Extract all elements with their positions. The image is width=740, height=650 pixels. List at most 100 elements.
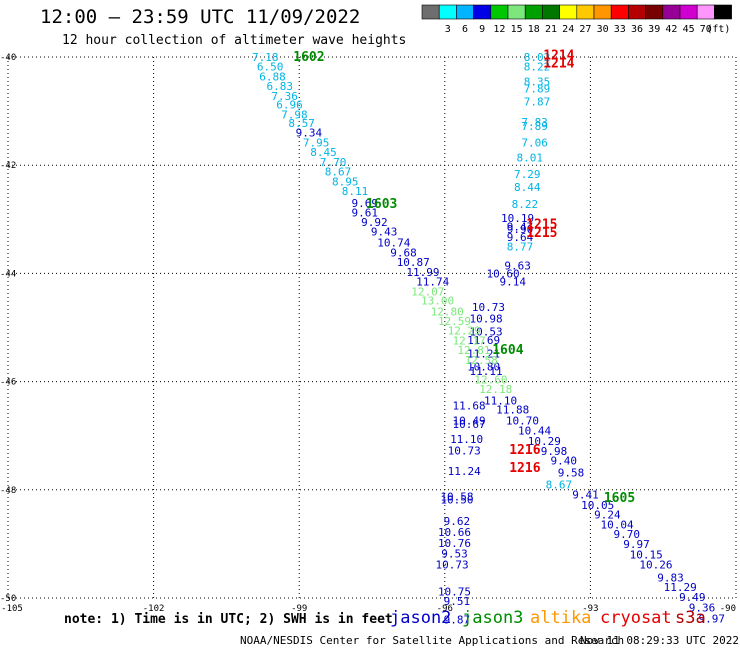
pass-id-label: 1216 <box>509 461 540 476</box>
wave-height-label: 9.97 <box>698 613 725 626</box>
satellite-s3a-label: s3a <box>675 608 706 628</box>
legend-tick-label: 12 <box>493 24 505 35</box>
satellite-altika-label: altika <box>530 608 592 628</box>
wave-height-label: 11.21 <box>467 347 500 360</box>
wave-height-label: 9.47 <box>507 220 534 233</box>
wave-height-label: 8.22 <box>524 61 551 74</box>
wave-height-label: 10.15 <box>630 549 663 562</box>
wave-height-label: 7.18 <box>252 51 279 64</box>
wave-height-label: 9.51 <box>444 595 471 608</box>
wave-height-label: 9.34 <box>296 127 323 140</box>
wave-height-label: 9.53 <box>441 548 468 561</box>
wave-height-label: 8.67 <box>546 478 573 491</box>
wave-height-label: 8.95 <box>332 175 359 188</box>
wave-height-label: 10.87 <box>397 256 430 269</box>
satellite-jason3-label: jason3 <box>462 608 524 628</box>
footer-note: note: 1) Time is in UTC; 2) SWH is in fe… <box>64 612 393 627</box>
wave-height-label: 9.40 <box>550 455 577 468</box>
wave-height-label: 9.24 <box>594 509 621 522</box>
legend-tick-label: 70 <box>700 24 712 35</box>
wave-height-label: 11.10 <box>450 433 483 446</box>
lon-tick-label: -99 <box>291 604 307 614</box>
wave-height-label: 7.83 <box>521 116 548 129</box>
wave-height-label: 9.69 <box>351 197 378 210</box>
wave-height-label: 7.87 <box>524 95 551 108</box>
wave-height-label: 7.89 <box>524 82 551 95</box>
legend-tick-label: 39 <box>648 24 660 35</box>
wave-height-label: 11.29 <box>664 581 697 594</box>
legend-tick-label: 15 <box>511 24 523 35</box>
wave-height-label: 8.67 <box>325 166 352 179</box>
pass-id-label: 1216 <box>509 443 540 458</box>
wave-height-label: 8.02 <box>524 51 551 64</box>
wave-height-label: 7.89 <box>521 120 548 133</box>
wave-height-label: 9.70 <box>614 528 641 541</box>
wave-height-label: 9.63 <box>504 259 531 272</box>
wave-height-label: 9.87 <box>444 614 471 627</box>
wave-height-label: 9.61 <box>351 206 378 219</box>
pass-id-label: 1214 <box>543 48 574 63</box>
wave-height-label: 10.66 <box>438 526 471 539</box>
wave-height-label: 9.68 <box>390 246 417 259</box>
lat-tick-label: -48 <box>0 486 16 496</box>
wave-height-label: 10.26 <box>639 558 672 571</box>
wave-height-label: 6.88 <box>259 70 286 83</box>
wave-height-label: 11.74 <box>416 276 449 289</box>
wave-height-label: 8.22 <box>512 198 539 211</box>
pass-id-label: 1215 <box>526 218 557 233</box>
wave-height-label: 10.50 <box>440 494 473 507</box>
wave-height-label: 12.60 <box>474 373 507 386</box>
wave-height-label: 10.73 <box>448 444 481 457</box>
lon-tick-label: -90 <box>720 604 736 614</box>
wave-height-label: 10.49 <box>453 415 486 428</box>
wave-height-label: 11.88 <box>496 404 529 417</box>
wave-height-label: 10.80 <box>467 360 500 373</box>
wave-height-label: 10.04 <box>601 518 634 531</box>
legend-tick-label: 18 <box>528 24 540 35</box>
lat-tick-label: -44 <box>0 269 16 279</box>
wave-height-label: 12.07 <box>411 285 444 298</box>
lon-tick-label: -96 <box>437 604 453 614</box>
wave-height-label: 9.43 <box>371 226 398 239</box>
map-title: 12:00 – 23:59 UTC 11/09/2022 <box>40 6 361 28</box>
legend-tick-label: 27 <box>579 24 591 35</box>
wave-height-label: 7.36 <box>271 90 298 103</box>
wave-height-label: 9.14 <box>499 276 526 289</box>
wave-height-label: 8.44 <box>514 181 541 194</box>
wave-height-label: 11.10 <box>484 395 517 408</box>
wave-height-label: 9.90 <box>507 223 534 236</box>
wave-height-label: 8.01 <box>516 152 543 165</box>
wave-height-label: 12.81 <box>457 344 490 357</box>
wave-height-label: 7.70 <box>320 156 347 169</box>
wave-height-label: 10.74 <box>377 237 410 250</box>
wave-height-label: 9.83 <box>657 571 684 584</box>
wave-height-label: 9.97 <box>623 538 650 551</box>
wave-height-label: 11.69 <box>467 334 500 347</box>
satellite-cryosat-label: cryosat <box>600 608 672 628</box>
generated-timestamp: Nov 11 08:29:33 UTC 2022 <box>580 634 739 647</box>
wave-height-label: 10.19 <box>501 212 534 225</box>
legend-tick-label: 24 <box>562 24 574 35</box>
satellite-jason2-label: jason2 <box>390 608 452 628</box>
wave-height-label: 9.92 <box>361 216 388 229</box>
legend-tick-label: 21 <box>545 24 557 35</box>
wave-height-label: 10.58 <box>440 490 473 503</box>
legend-tick-label: 36 <box>631 24 643 35</box>
wave-height-label: 10.67 <box>453 418 486 431</box>
legend-tick-label: 45 <box>683 24 695 35</box>
wave-height-label: 9.41 <box>572 489 599 502</box>
wave-height-label: 11.11 <box>469 365 502 378</box>
pass-id-label: 1215 <box>526 226 557 241</box>
wave-height-label: 8.57 <box>288 117 315 130</box>
pass-id-label: 1602 <box>293 50 324 65</box>
wave-height-label: 10.73 <box>472 301 505 314</box>
wave-height-label: 10.60 <box>486 267 519 280</box>
wave-height-label: 10.98 <box>469 312 502 325</box>
wave-height-label: 6.83 <box>267 80 294 93</box>
wave-height-label: 9.36 <box>689 602 716 615</box>
legend-tick-label: 33 <box>614 24 626 35</box>
wave-height-label: 7.29 <box>514 168 541 181</box>
wave-height-label: 7.95 <box>303 136 330 149</box>
legend-unit-label: (ft) <box>706 24 730 35</box>
